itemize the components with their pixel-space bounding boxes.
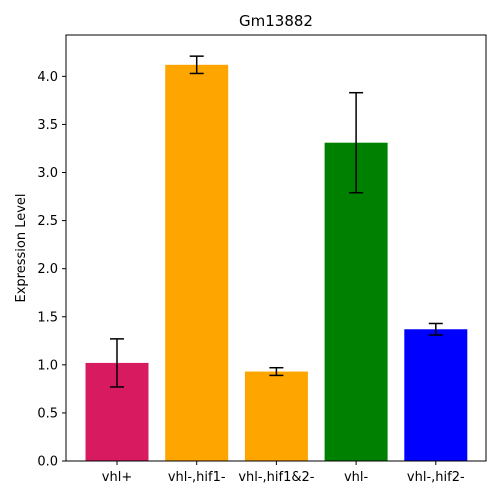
y-tick-label: 2.5: [37, 214, 58, 229]
x-axis: vhl+ vhl-,hif1- vhl-,hif1&2- vhl-vhl-,hif2-: [102, 461, 465, 485]
x-tick-label: vhl+: [102, 470, 132, 485]
x-tick-label: vhl-,hif2-: [407, 470, 465, 485]
bar: [244, 371, 308, 461]
bar: [324, 142, 388, 461]
y-tick-label: 1.5: [37, 310, 58, 325]
y-tick-label: 4.0: [37, 70, 58, 85]
y-tick-label: 1.0: [37, 358, 58, 373]
y-tick-label: 2.0: [37, 262, 58, 277]
bar: [404, 329, 468, 461]
y-tick-label: 3.0: [37, 166, 58, 181]
y-tick-label: 3.5: [37, 118, 58, 133]
bars-group: [85, 64, 468, 461]
error-bars-group: [110, 55, 443, 388]
x-tick-label: vhl-: [344, 470, 369, 485]
x-tick-label: vhl-,hif1&2-: [238, 470, 314, 485]
bar: [165, 64, 229, 461]
y-axis: 0.0 0.5 1.0 1.5 2.0 2.5 3.0 3.5 4.0: [37, 70, 66, 470]
chart-title: Gm13882: [239, 12, 313, 30]
y-axis-label: Expression Level: [14, 193, 29, 302]
y-tick-label: 0.5: [37, 406, 58, 421]
x-tick-label: vhl-,hif1-: [168, 470, 226, 485]
plot-frame: [65, 34, 487, 462]
y-tick-label: 0.0: [37, 455, 58, 470]
